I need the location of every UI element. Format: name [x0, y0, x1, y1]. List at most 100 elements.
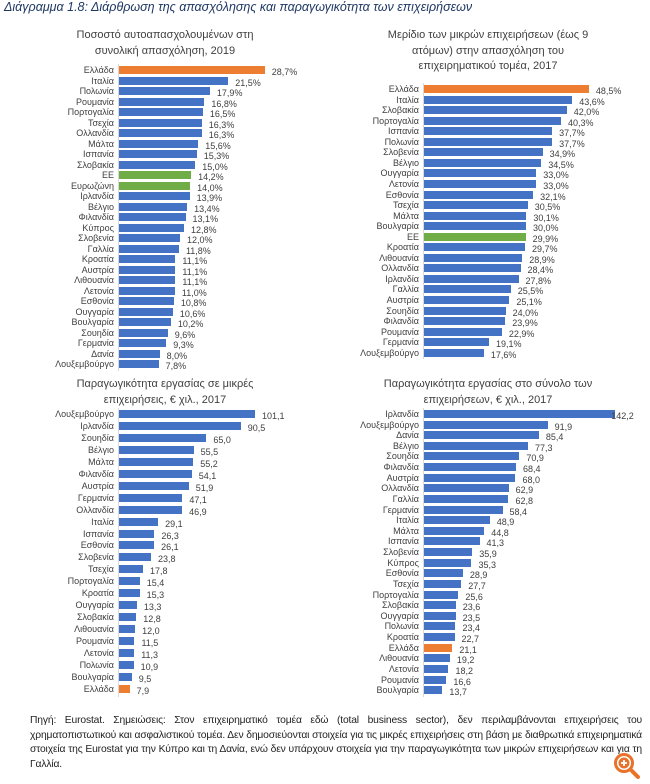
- data-label: 28,9: [469, 570, 488, 581]
- data-label: 34,9%: [549, 149, 576, 160]
- data-label: 37,7%: [559, 128, 585, 139]
- data-label: 33,0%: [543, 180, 569, 191]
- category-label: Εσθονία: [385, 568, 419, 579]
- data-label: 58,4: [509, 506, 528, 517]
- data-label: 12,0%: [186, 235, 213, 245]
- bar: [119, 589, 140, 598]
- category-label: Δανία: [91, 348, 114, 359]
- bar: [424, 317, 506, 326]
- category-label: Γαλλία: [392, 493, 419, 504]
- category-label: Βουλγαρία: [71, 317, 114, 327]
- category-label: Λιθουανία: [74, 624, 114, 635]
- category-label: Λουξεμβούργο: [55, 409, 114, 419]
- data-label: 65,0: [213, 434, 231, 445]
- bar: [424, 611, 456, 620]
- data-label: 23,6: [462, 602, 481, 613]
- data-label: 23,5: [462, 612, 481, 623]
- data-label: 34,5%: [548, 159, 574, 170]
- data-label: 25,6: [465, 591, 483, 602]
- bar: [119, 672, 132, 681]
- category-label: Κροατία: [386, 632, 419, 643]
- data-label: 14,0%: [197, 182, 223, 193]
- data-label: 8,0%: [166, 350, 188, 361]
- bar: [424, 95, 573, 104]
- data-label: 26,3: [161, 530, 179, 541]
- chart-title-line: Παραγωγικότητα εργασίας σε μικρές: [76, 378, 254, 390]
- data-label: 32,1%: [540, 191, 566, 202]
- bar: [424, 633, 455, 642]
- category-label: Δανία: [396, 430, 419, 441]
- bar: [424, 148, 543, 157]
- data-label: 68,4: [522, 464, 541, 475]
- bar: [119, 307, 173, 316]
- category-label: Ευρωζώνη: [71, 180, 114, 191]
- bar: [119, 433, 207, 442]
- data-label: 15,3%: [203, 151, 230, 161]
- data-label: 68,0: [522, 474, 540, 485]
- bar: [424, 264, 521, 273]
- bar: [119, 286, 175, 295]
- data-label: 7,8%: [165, 361, 187, 371]
- chart-title-line: συνολική απασχόληση, 2019: [94, 44, 236, 57]
- bar: [119, 202, 188, 211]
- data-label: 15,4: [146, 578, 165, 589]
- data-label: 15,0%: [202, 161, 228, 172]
- data-label: 28,7%: [271, 67, 298, 77]
- category-label: Ιταλία: [91, 516, 114, 527]
- category-label: Σουηδία: [81, 432, 114, 443]
- data-label: 55,2: [200, 458, 218, 469]
- data-label: 13,4%: [194, 203, 220, 214]
- category-label: Ρουμανία: [75, 636, 114, 647]
- data-label: 19,1%: [495, 339, 522, 350]
- data-label: 29,1: [165, 518, 183, 529]
- data-label: 17,9%: [216, 88, 243, 98]
- bar: [119, 213, 186, 221]
- bar: [119, 171, 192, 179]
- category-label: Σλοβακία: [381, 105, 419, 116]
- data-label: 10,8%: [180, 298, 207, 308]
- data-label: 19,2: [456, 655, 475, 666]
- bar: [119, 129, 202, 137]
- bar: [119, 97, 205, 106]
- data-label: 35,9: [479, 549, 497, 560]
- data-label: 101,1: [261, 411, 285, 421]
- bar: [119, 410, 255, 418]
- data-label: 9,5: [138, 673, 152, 684]
- category-label: Πορτογαλία: [372, 115, 419, 126]
- category-label: Ολλανδία: [76, 128, 114, 138]
- bar: [424, 179, 537, 188]
- bar: [119, 637, 135, 646]
- chart-title-line: Παραγωγικότητα εργασίας στο σύνολο των: [383, 378, 593, 390]
- bar: [424, 306, 506, 315]
- data-label: 12,8: [143, 614, 161, 625]
- data-label: 30,0%: [533, 223, 559, 234]
- category-label: Ουγγαρία: [380, 610, 419, 621]
- category-label: Κροατία: [386, 242, 419, 253]
- category-label: Ιρλανδία: [80, 191, 114, 201]
- bar: [119, 660, 134, 669]
- chart-title-line: επιχειρήσεις, € χιλ., 2017: [103, 393, 227, 406]
- zoom-in-icon[interactable]: [612, 751, 642, 781]
- data-label: 22,7: [461, 634, 480, 645]
- bar: [424, 327, 502, 336]
- category-label: Λετονία: [388, 663, 419, 674]
- bar: [424, 243, 525, 252]
- category-label: Λουξεμβούργο: [360, 419, 419, 430]
- data-label: 25,1%: [516, 297, 542, 307]
- category-label: Ελλάδα: [388, 642, 419, 653]
- data-label: 7,9: [136, 685, 150, 696]
- bar: [119, 276, 176, 284]
- category-label: Βέλγιο: [392, 440, 419, 451]
- category-label: Ολλανδία: [381, 483, 419, 494]
- bar: [119, 684, 130, 693]
- data-label: 47,1: [189, 494, 207, 505]
- data-label: 51,9: [195, 482, 214, 493]
- category-label: Κροατία: [81, 588, 114, 599]
- category-label: Ιταλία: [91, 75, 114, 86]
- category-label: Βουλγαρία: [71, 671, 114, 682]
- category-label: Μάλτα: [393, 210, 419, 221]
- bar: [119, 625, 136, 634]
- data-label: 70,9: [526, 453, 544, 464]
- bar: [119, 108, 203, 116]
- chart-title: Παραγωγικότητα εργασίας στο σύνολο των επ…: [358, 377, 618, 408]
